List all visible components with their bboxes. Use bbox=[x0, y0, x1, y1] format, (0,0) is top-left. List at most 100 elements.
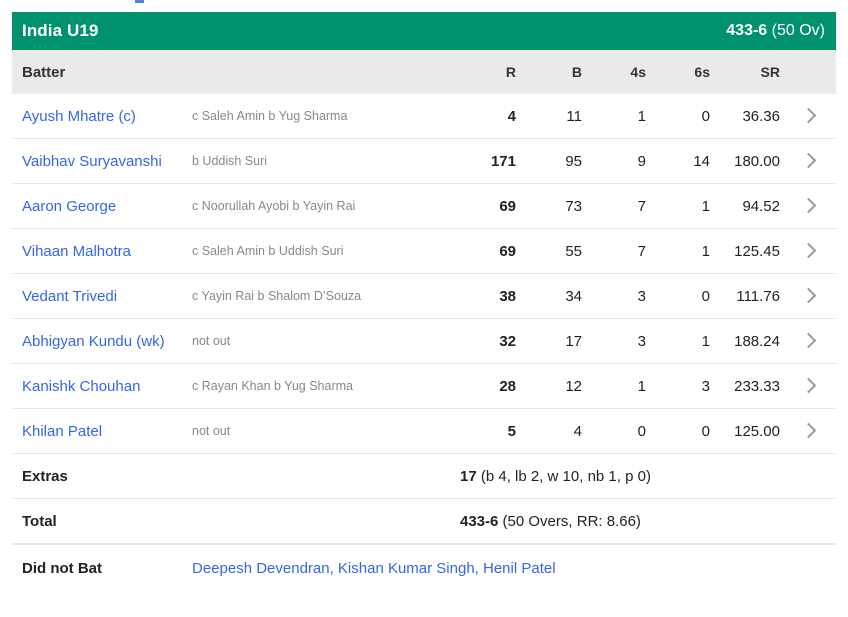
column-header-row: Batter R B 4s 6s SR bbox=[12, 50, 836, 94]
chevron-right-icon bbox=[800, 287, 816, 304]
chevron-right-icon bbox=[800, 197, 816, 214]
batter-sixes: 1 bbox=[701, 332, 710, 350]
batter-strike-rate: 233.33 bbox=[734, 377, 780, 395]
did-not-bat-players[interactable]: Deepesh Devendran, Kishan Kumar Singh, H… bbox=[192, 560, 556, 577]
batter-fours: 7 bbox=[637, 242, 646, 260]
innings-score-overs: (50 Ov) bbox=[771, 22, 825, 39]
batter-runs: 69 bbox=[499, 197, 516, 215]
batter-balls: 11 bbox=[566, 107, 582, 125]
batter-row[interactable]: Vedant Trivedi c Yayin Rai b Shalom D’Sou… bbox=[12, 274, 836, 319]
batter-dismissal: c Rayan Khan b Yug Sharma bbox=[192, 379, 353, 393]
batter-row[interactable]: Vihaan Malhotra c Saleh Amin b Uddish Sur… bbox=[12, 229, 836, 274]
batter-fours: 1 bbox=[637, 377, 646, 395]
batter-row[interactable]: Aaron George c Noorullah Ayobi b Yayin Ra… bbox=[12, 184, 836, 229]
innings-header-bar[interactable]: India U19 433-6 (50 Ov) bbox=[12, 12, 836, 50]
batter-strike-rate: 111.76 bbox=[736, 287, 780, 305]
did-not-bat-label: Did not Bat bbox=[22, 560, 102, 577]
total-breakdown: (50 Overs, RR: 8.66) bbox=[502, 512, 641, 530]
batter-balls: 12 bbox=[565, 377, 582, 395]
batter-expand-button[interactable] bbox=[780, 287, 836, 305]
batter-strike-rate: 94.52 bbox=[742, 197, 780, 215]
batter-balls: 55 bbox=[565, 242, 582, 260]
batter-strike-rate: 125.00 bbox=[734, 422, 780, 440]
total-value: 433-6 (50 Overs, RR: 8.66) bbox=[460, 513, 641, 530]
batter-sixes: 0 bbox=[701, 422, 710, 440]
batter-fours: 7 bbox=[637, 197, 646, 215]
batter-dismissal: not out bbox=[192, 424, 231, 438]
team-name: India U19 bbox=[22, 21, 99, 40]
batter-name[interactable]: Kanishk Chouhan bbox=[22, 377, 141, 395]
batter-sixes: 3 bbox=[701, 377, 710, 395]
batter-fours: 3 bbox=[637, 287, 646, 305]
batter-expand-button[interactable] bbox=[780, 422, 836, 440]
column-header-runs: R bbox=[505, 64, 516, 80]
extras-total: 17 bbox=[460, 467, 477, 485]
chevron-right-icon bbox=[800, 422, 816, 439]
batter-name[interactable]: Vedant Trivedi bbox=[22, 287, 118, 305]
column-header-strike-rate: SR bbox=[760, 64, 780, 80]
batter-expand-button[interactable] bbox=[780, 332, 836, 350]
extras-value: 17 (b 4, lb 2, w 10, nb 1, p 0) bbox=[460, 468, 651, 485]
batter-list: Ayush Mhatre (c) c Saleh Amin b Yug Sharm… bbox=[12, 94, 836, 454]
batter-dismissal: not out bbox=[192, 334, 231, 348]
batter-name[interactable]: Ayush Mhatre (c) bbox=[22, 107, 136, 125]
extras-row: Extras 17 (b 4, lb 2, w 10, nb 1, p 0) bbox=[12, 454, 836, 499]
batter-runs: 32 bbox=[499, 332, 516, 350]
batter-sixes: 1 bbox=[701, 242, 710, 260]
batter-expand-button[interactable] bbox=[780, 152, 836, 170]
chevron-right-icon bbox=[800, 377, 816, 394]
batter-runs: 69 bbox=[499, 242, 516, 260]
batter-fours: 9 bbox=[637, 152, 646, 170]
extras-label: Extras bbox=[22, 467, 68, 485]
batter-runs: 171 bbox=[490, 152, 516, 170]
column-header-balls: B bbox=[571, 64, 582, 80]
batter-expand-button[interactable] bbox=[780, 377, 836, 395]
did-not-bat-row: Did not Bat Deepesh Devendran, Kishan Ku… bbox=[12, 544, 836, 592]
batter-fours: 1 bbox=[637, 107, 646, 125]
batter-balls: 34 bbox=[565, 287, 582, 305]
batter-balls: 17 bbox=[565, 332, 582, 350]
innings-score-runs: 433-6 bbox=[726, 22, 768, 39]
batter-sixes: 0 bbox=[701, 107, 710, 125]
batter-expand-button[interactable] bbox=[780, 107, 836, 125]
extras-breakdown: (b 4, lb 2, w 10, nb 1, p 0) bbox=[480, 467, 651, 485]
batter-name[interactable]: Vihaan Malhotra bbox=[22, 242, 131, 260]
batter-name[interactable]: Abhigyan Kundu (wk) bbox=[22, 332, 165, 350]
batter-strike-rate: 180.00 bbox=[734, 152, 780, 170]
batter-name[interactable]: Khilan Patel bbox=[22, 422, 103, 440]
batter-fours: 3 bbox=[637, 332, 646, 350]
batter-balls: 95 bbox=[565, 152, 582, 170]
batter-dismissal: b Uddish Suri bbox=[192, 154, 268, 168]
batter-balls: 73 bbox=[565, 197, 582, 215]
batter-name[interactable]: Aaron George bbox=[22, 197, 117, 215]
total-score: 433-6 bbox=[460, 512, 499, 530]
batter-row[interactable]: Vaibhav Suryavanshi b Uddish Suri 171 95 9 14… bbox=[12, 139, 836, 184]
batter-strike-rate: 125.45 bbox=[734, 242, 780, 260]
batter-sixes: 14 bbox=[693, 152, 710, 170]
batter-row[interactable]: Ayush Mhatre (c) c Saleh Amin b Yug Sharm… bbox=[12, 94, 836, 139]
batter-name[interactable]: Vaibhav Suryavanshi bbox=[22, 152, 162, 170]
column-header-fours: 4s bbox=[630, 64, 646, 80]
chevron-right-icon bbox=[800, 242, 816, 259]
batter-expand-button[interactable] bbox=[780, 197, 836, 215]
batter-fours: 0 bbox=[637, 422, 646, 440]
column-header-batter: Batter bbox=[22, 63, 66, 81]
batter-runs: 5 bbox=[507, 422, 516, 440]
innings-score: 433-6 (50 Ov) bbox=[726, 22, 825, 40]
batter-runs: 28 bbox=[499, 377, 516, 395]
chevron-right-icon bbox=[800, 332, 816, 349]
batter-expand-button[interactable] bbox=[780, 242, 836, 260]
batter-dismissal: c Saleh Amin b Yug Sharma bbox=[192, 109, 348, 123]
batter-dismissal: c Saleh Amin b Uddish Suri bbox=[192, 244, 344, 258]
clipped-text-sliver bbox=[135, 0, 144, 3]
batter-row[interactable]: Abhigyan Kundu (wk) not out 32 17 3 1 188.24 bbox=[12, 319, 836, 364]
total-row: Total 433-6 (50 Overs, RR: 8.66) bbox=[12, 499, 836, 544]
batter-row[interactable]: Khilan Patel not out 5 4 0 0 125.00 bbox=[12, 409, 836, 454]
batter-dismissal: c Yayin Rai b Shalom D’Souza bbox=[192, 289, 362, 303]
chevron-right-icon bbox=[800, 152, 816, 169]
batter-runs: 38 bbox=[499, 287, 516, 305]
total-label: Total bbox=[22, 512, 57, 530]
batter-sixes: 0 bbox=[701, 287, 710, 305]
scorecard-innings-card: India U19 433-6 (50 Ov) Batter R B 4s 6s… bbox=[12, 12, 836, 592]
batter-row[interactable]: Kanishk Chouhan c Rayan Khan b Yug Sharma… bbox=[12, 364, 836, 409]
